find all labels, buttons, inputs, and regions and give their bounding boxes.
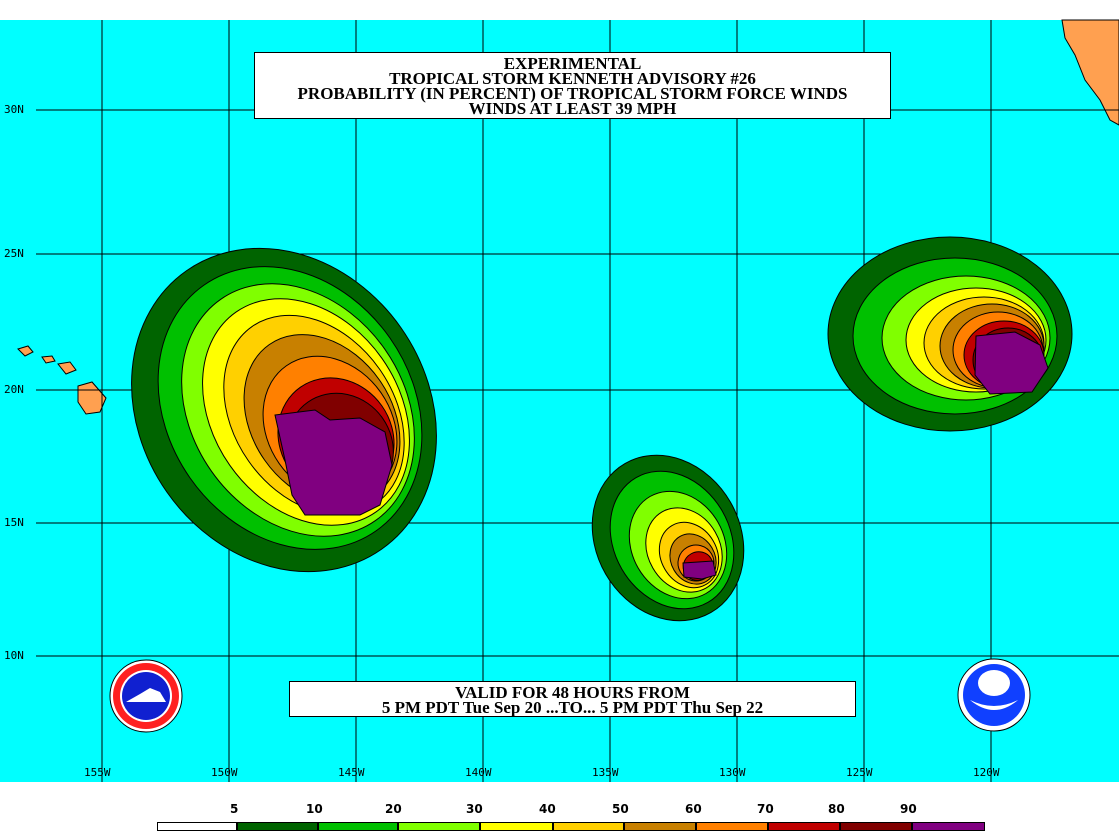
- legend-swatch: [624, 822, 696, 831]
- title-line-1: EXPERIMENTAL: [503, 54, 642, 73]
- legend-swatch: [912, 822, 985, 831]
- lat-label-30n: 30N: [4, 103, 24, 116]
- legend-swatch: [553, 822, 624, 831]
- mainland-coast: [1061, 19, 1119, 126]
- lon-label-130w: 130W: [719, 766, 746, 779]
- lon-label-150w: 150W: [211, 766, 238, 779]
- valid-period-box: VALID FOR 48 HOURS FROM 5 PM PDT Tue Sep…: [289, 681, 856, 717]
- lat-label-15n: 15N: [4, 516, 24, 529]
- title-line-4: WINDS AT LEAST 39 MPH: [468, 99, 677, 118]
- title-line-2: TROPICAL STORM KENNETH ADVISORY #26: [389, 69, 756, 88]
- lon-label-140w: 140W: [465, 766, 492, 779]
- valid-line-2: 5 PM PDT Tue Sep 20 ...TO... 5 PM PDT Th…: [381, 698, 764, 717]
- legend-swatch: [480, 822, 553, 831]
- lon-label-135w: 135W: [592, 766, 619, 779]
- legend-label-30: 30: [466, 802, 483, 816]
- probability-area-west: [131, 247, 437, 573]
- legend-label-40: 40: [539, 802, 556, 816]
- nws-logo: [109, 659, 183, 733]
- probability-area-east: [827, 236, 1073, 432]
- legend-label-80: 80: [828, 802, 845, 816]
- lat-label-20n: 20N: [4, 383, 24, 396]
- valid-line-1: VALID FOR 48 HOURS FROM: [455, 683, 690, 702]
- probability-area-center: [591, 454, 745, 622]
- legend-label-70: 70: [757, 802, 774, 816]
- legend-swatch: [840, 822, 912, 831]
- noaa-logo: [957, 658, 1031, 732]
- legend-swatch: [398, 822, 480, 831]
- legend-swatch: [768, 822, 840, 831]
- legend-swatch: [237, 822, 318, 831]
- legend-swatch: [318, 822, 398, 831]
- legend-label-60: 60: [685, 802, 702, 816]
- lat-label-10n: 10N: [4, 649, 24, 662]
- lat-label-25n: 25N: [4, 247, 24, 260]
- legend-label-20: 20: [385, 802, 402, 816]
- legend-label-10: 10: [306, 802, 323, 816]
- title-line-3: PROBABILITY (IN PERCENT) OF TROPICAL STO…: [297, 84, 848, 103]
- title-box: EXPERIMENTAL TROPICAL STORM KENNETH ADVI…: [254, 52, 891, 119]
- legend-swatch: [696, 822, 768, 831]
- legend-swatch: [157, 822, 237, 831]
- legend-label-50: 50: [612, 802, 629, 816]
- legend-label-90: 90: [900, 802, 917, 816]
- lon-label-145w: 145W: [338, 766, 365, 779]
- legend-label-5: 5: [230, 802, 239, 816]
- lon-label-155w: 155W: [84, 766, 111, 779]
- lon-label-125w: 125W: [846, 766, 873, 779]
- lon-label-120w: 120W: [973, 766, 1000, 779]
